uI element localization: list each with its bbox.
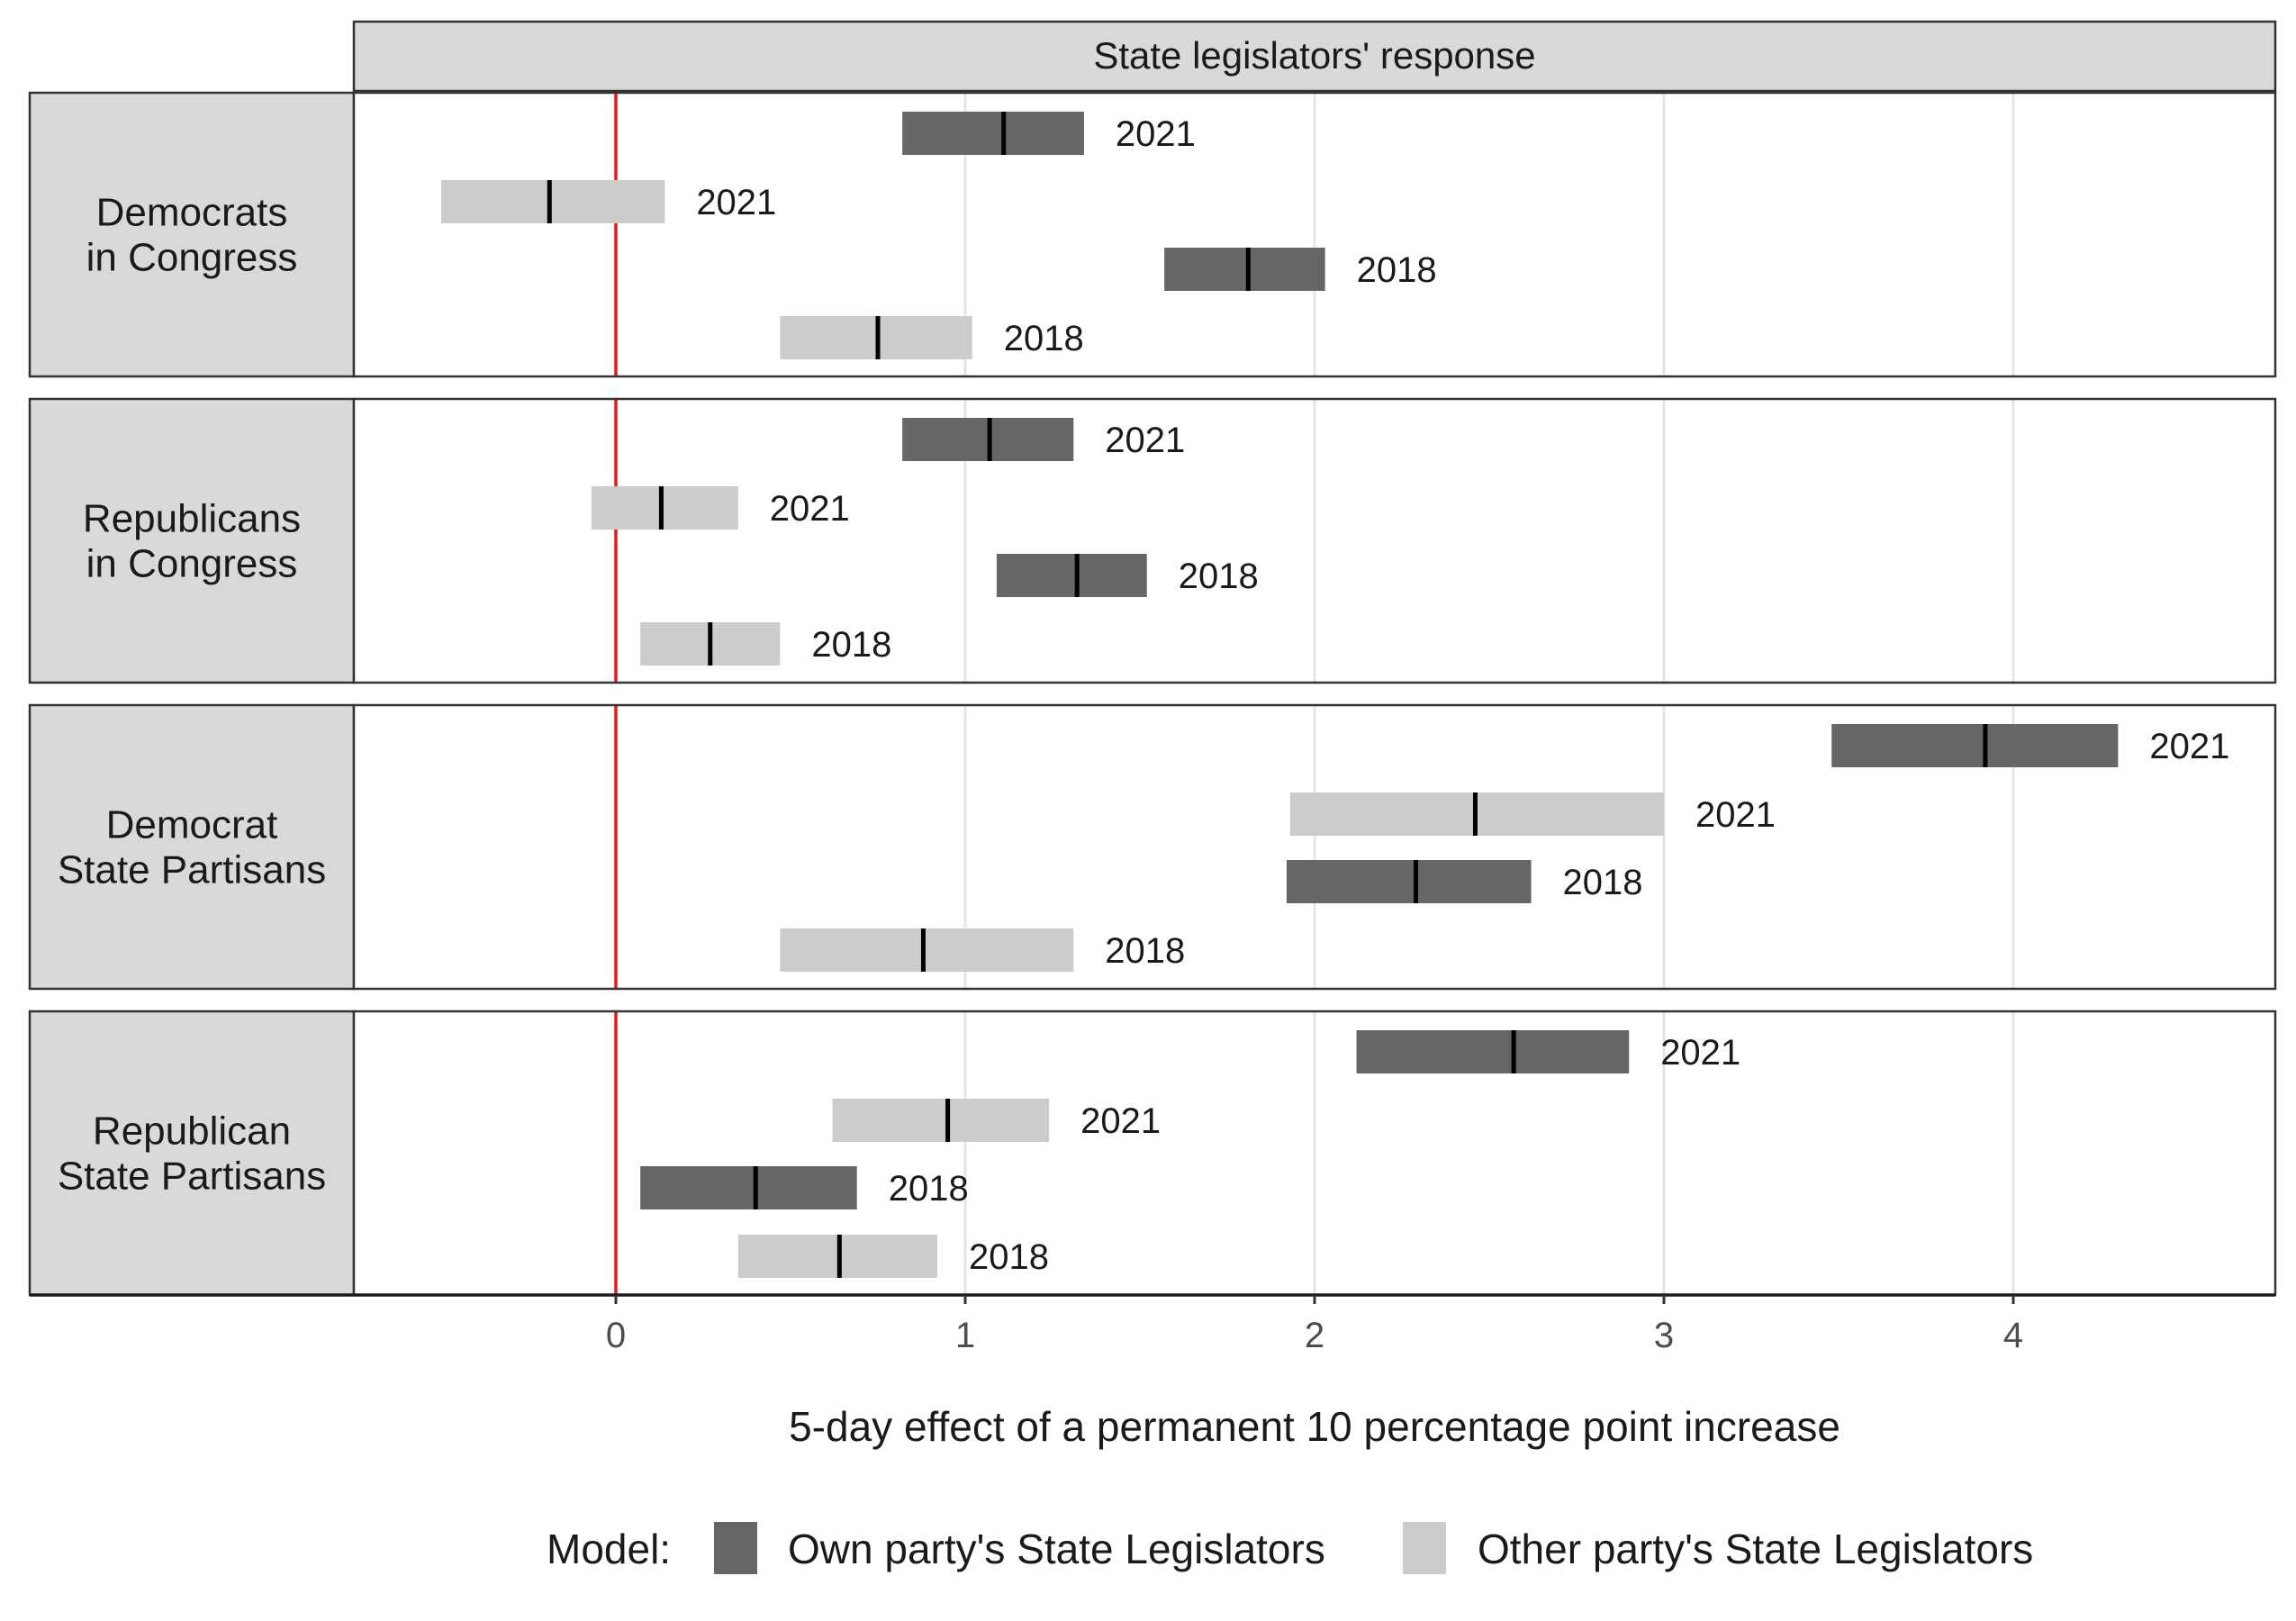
panel-strip: [28, 703, 356, 991]
panel-2: Republicans in Congress 2021 2021 2018 2018: [28, 397, 2277, 684]
panel-strip: [28, 397, 356, 684]
panel-border: [352, 703, 2277, 991]
x-tick-label: 2: [1305, 1316, 1324, 1355]
legend-label-other: Other party's State Legislators: [1478, 1526, 2033, 1572]
panel-border: [352, 397, 2277, 684]
panel-strip: [28, 91, 356, 378]
interval-bar: [1831, 724, 2119, 767]
panel-label-line: in Congress: [86, 236, 298, 280]
year-label: 2018: [1105, 931, 1185, 971]
year-label: 2018: [969, 1237, 1049, 1277]
x-tick-label: 0: [606, 1316, 626, 1355]
year-label: 2018: [1004, 319, 1084, 358]
year-label: 2021: [1105, 421, 1185, 460]
interval-bar: [441, 180, 665, 223]
panel-label-line: Democrats: [96, 191, 288, 235]
panels: Democrats in Congress2021202120182018Repu…: [28, 91, 2277, 1297]
interval-bar: [832, 1099, 1050, 1142]
interval-bar: [902, 112, 1084, 155]
year-label: 2021: [1080, 1101, 1161, 1141]
facet-strip-box: [352, 20, 2277, 93]
interval-bar: [996, 554, 1147, 597]
legend-title: Model:: [547, 1526, 671, 1572]
panel-label: Republican State Partisans: [58, 1109, 326, 1199]
x-axis: 0 1 2 3 4: [30, 1293, 2275, 1355]
interval-bar: [1164, 248, 1325, 291]
year-label: 2018: [889, 1169, 969, 1209]
legend-swatch-other: [1403, 1522, 1446, 1574]
panel-1: Democrats in Congress 2021 2021 2018 2018: [28, 91, 2277, 378]
legend-swatch-own: [714, 1522, 757, 1574]
panel-4: Republican State Partisans 2021 2021 2018201…: [28, 1010, 2277, 1297]
x-tick-label: 1: [955, 1316, 975, 1355]
panel-label-line: State Partisans: [58, 1155, 326, 1199]
x-tick-label: 4: [2003, 1316, 2023, 1355]
interval-bar: [780, 928, 1074, 972]
panel-label-line: Republicans: [83, 497, 301, 541]
panel-label: Democrats in Congress: [86, 191, 298, 280]
panel-label-line: Democrat: [106, 803, 278, 847]
year-label: 2021: [1116, 114, 1196, 154]
year-label: 2021: [2149, 727, 2229, 766]
year-label: 2021: [1695, 795, 1776, 835]
panel-label-line: State Partisans: [58, 848, 326, 892]
year-label: 2018: [1563, 863, 1643, 902]
interval-bar: [1286, 860, 1532, 903]
year-label: 2021: [696, 183, 776, 222]
year-label: 2018: [811, 625, 891, 665]
x-tick-label: 3: [1654, 1316, 1674, 1355]
interval-bar: [640, 1166, 857, 1209]
year-label: 2021: [1660, 1033, 1740, 1073]
year-label: 2021: [770, 489, 850, 529]
year-label: 2018: [1357, 250, 1437, 290]
panel-strip: [28, 1010, 356, 1297]
facet-title: State legislators' response: [1093, 34, 1535, 77]
facet-strip: State legislators' response: [352, 20, 2277, 93]
panel-label-line: Republican: [93, 1109, 291, 1154]
panel-3: Democrat State Partisans 2021 2021 2018 2018: [28, 703, 2277, 991]
panel-label: Republicans in Congress: [83, 497, 301, 586]
year-label: 2018: [1179, 557, 1259, 596]
interval-bar: [1356, 1030, 1630, 1073]
x-axis-label: 5-day effect of a permanent 10 percentag…: [789, 1403, 1840, 1450]
panel-border: [352, 91, 2277, 378]
legend-label-own: Own party's State Legislators: [788, 1526, 1325, 1572]
panel-label: Democrat State Partisans: [58, 803, 326, 892]
legend: Model: Own party's State Legislators Oth…: [547, 1522, 2033, 1574]
interval-bar: [591, 486, 738, 530]
panel-label-line: in Congress: [86, 542, 298, 586]
